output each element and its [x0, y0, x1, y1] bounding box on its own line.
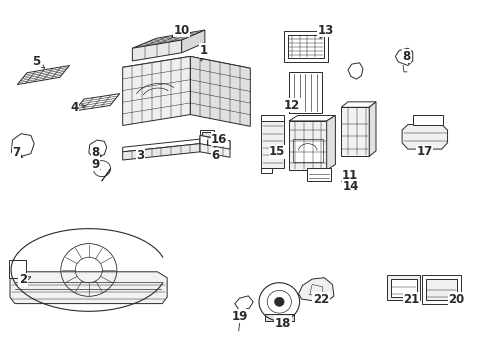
Polygon shape	[394, 48, 412, 66]
Polygon shape	[347, 63, 362, 79]
Polygon shape	[122, 57, 190, 126]
Polygon shape	[288, 116, 335, 121]
Polygon shape	[74, 94, 120, 111]
Polygon shape	[132, 40, 181, 61]
Polygon shape	[326, 116, 335, 170]
Text: 6: 6	[211, 148, 219, 162]
Text: 1: 1	[199, 44, 207, 61]
Polygon shape	[234, 296, 253, 311]
Bar	[287, 35, 323, 58]
Text: 12: 12	[283, 99, 300, 112]
Bar	[202, 132, 211, 138]
Polygon shape	[261, 121, 284, 168]
Text: 15: 15	[268, 145, 285, 158]
Text: 3: 3	[136, 149, 145, 162]
Polygon shape	[284, 31, 327, 62]
Polygon shape	[132, 30, 204, 48]
Polygon shape	[190, 57, 250, 126]
Polygon shape	[11, 134, 34, 158]
Circle shape	[274, 297, 284, 306]
Text: 9: 9	[91, 158, 100, 171]
Polygon shape	[341, 102, 375, 107]
Polygon shape	[122, 139, 200, 152]
Text: 16: 16	[211, 132, 227, 145]
Text: 21: 21	[402, 293, 419, 306]
Bar	[390, 279, 416, 297]
Text: 5: 5	[32, 55, 44, 68]
Bar	[200, 130, 213, 140]
Bar	[261, 168, 271, 173]
Text: 11: 11	[341, 169, 357, 182]
Text: 19: 19	[231, 310, 247, 323]
Polygon shape	[298, 278, 333, 303]
Text: 22: 22	[312, 293, 328, 306]
Text: 4: 4	[70, 101, 85, 114]
Polygon shape	[288, 121, 326, 170]
Bar	[425, 279, 456, 301]
Text: 8: 8	[402, 50, 410, 64]
Polygon shape	[341, 107, 368, 156]
Polygon shape	[122, 57, 250, 79]
Bar	[386, 275, 419, 301]
Polygon shape	[261, 116, 284, 121]
Text: 20: 20	[447, 293, 464, 306]
Bar	[292, 139, 322, 162]
Text: 17: 17	[415, 145, 431, 158]
Polygon shape	[17, 66, 69, 85]
Polygon shape	[368, 102, 375, 156]
Text: 13: 13	[317, 23, 333, 39]
Bar	[412, 114, 442, 125]
Polygon shape	[288, 72, 321, 113]
Polygon shape	[122, 144, 200, 160]
Bar	[307, 168, 330, 181]
Text: 7: 7	[12, 146, 22, 159]
Polygon shape	[200, 135, 229, 157]
Text: 8: 8	[91, 146, 101, 159]
Text: 10: 10	[171, 23, 189, 38]
Text: 2: 2	[19, 274, 31, 287]
Polygon shape	[89, 140, 106, 158]
Polygon shape	[401, 125, 447, 149]
Polygon shape	[200, 135, 229, 149]
Polygon shape	[9, 260, 26, 278]
Bar	[422, 275, 460, 303]
Text: 14: 14	[341, 180, 358, 193]
Polygon shape	[10, 272, 167, 303]
Bar	[264, 314, 293, 321]
Text: 18: 18	[274, 317, 291, 330]
Polygon shape	[181, 30, 204, 53]
